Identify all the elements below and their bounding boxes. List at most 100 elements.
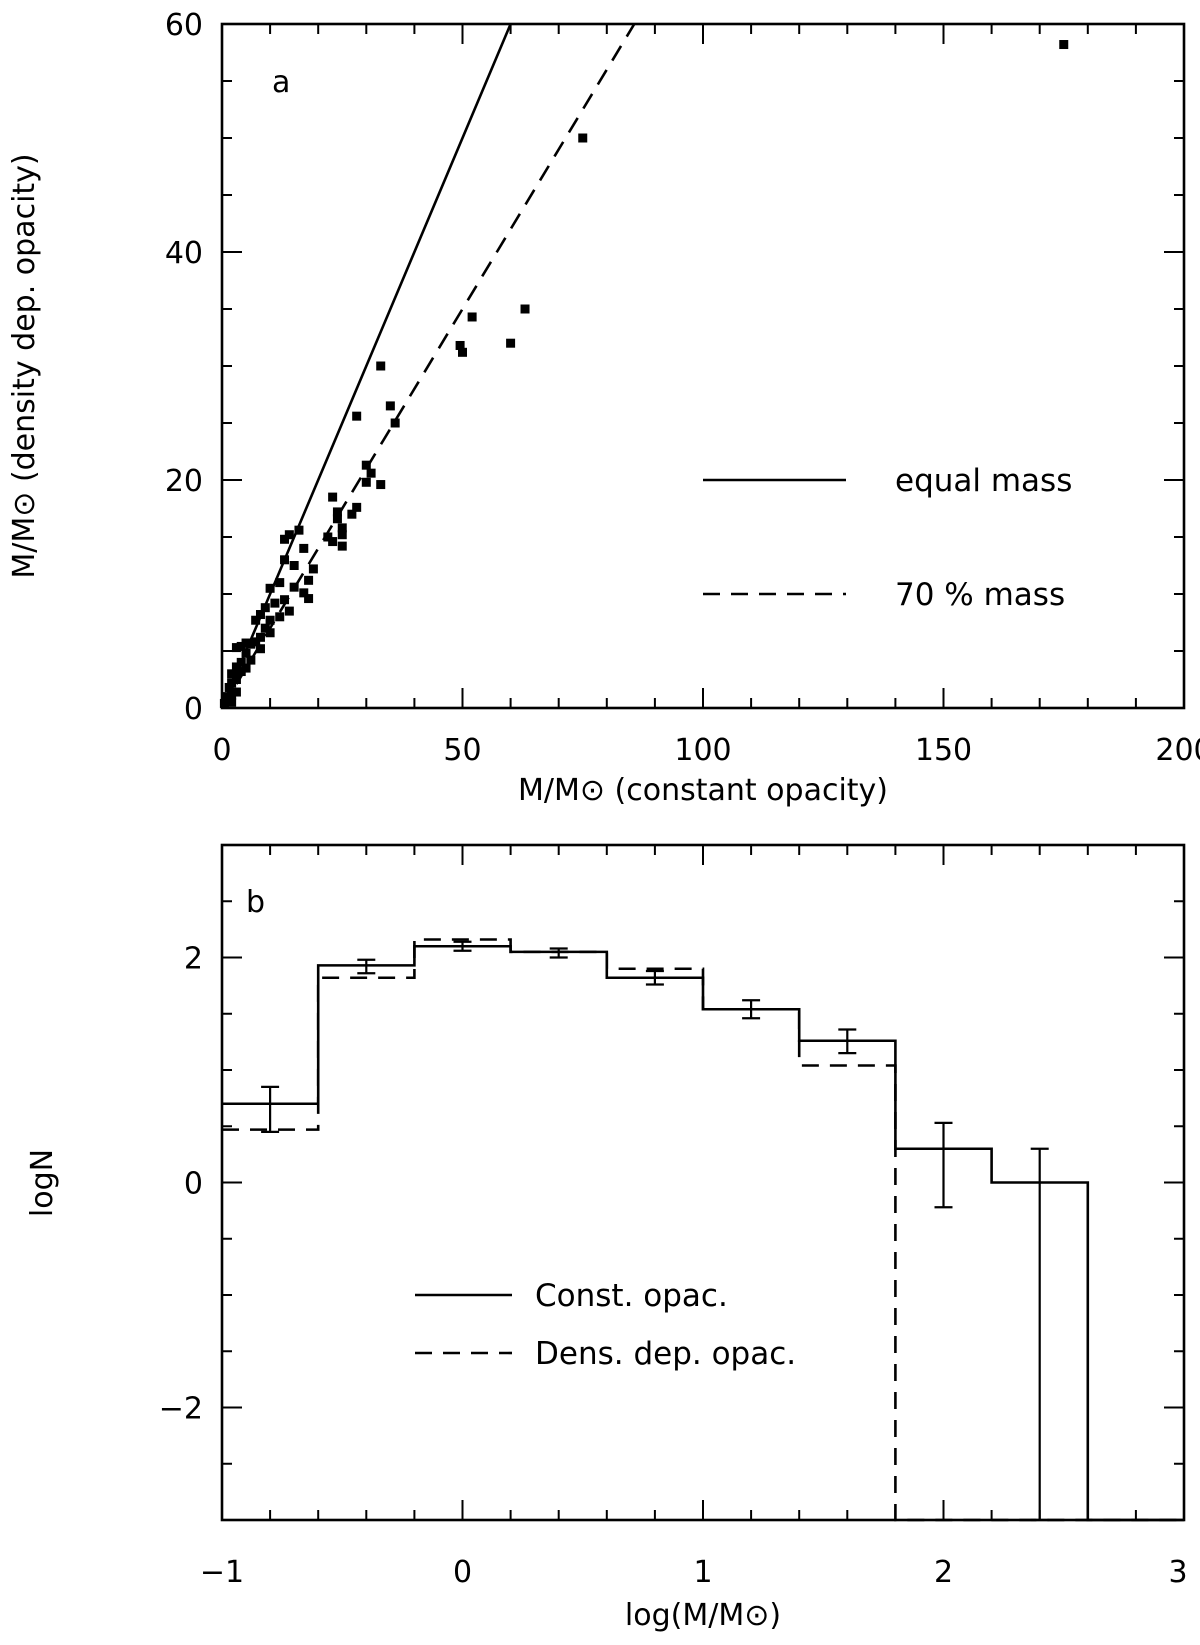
data-point	[251, 637, 261, 647]
data-point	[328, 537, 338, 547]
data-point	[390, 418, 400, 428]
data-point	[304, 594, 314, 604]
data-point	[337, 530, 347, 540]
data-point	[280, 595, 290, 605]
data-point	[236, 657, 246, 667]
y-tick-label: 0	[184, 1167, 203, 1202]
data-point	[219, 698, 229, 708]
data-point	[337, 541, 347, 551]
data-point	[275, 578, 285, 588]
data-point	[260, 603, 270, 613]
y-tick-label: 0	[184, 692, 203, 727]
data-point	[224, 682, 234, 692]
data-point	[241, 638, 251, 648]
legend-dens-dep-opac: Dens. dep. opac.	[535, 1336, 796, 1372]
data-point	[246, 639, 256, 649]
data-point	[270, 598, 280, 608]
x-tick-label: 150	[915, 733, 972, 768]
data-point	[236, 641, 246, 651]
x-tick-label: 100	[674, 733, 731, 768]
data-point	[246, 655, 256, 665]
data-point	[578, 133, 588, 143]
data-point	[236, 667, 246, 677]
data-point	[231, 662, 241, 672]
panel-a-y-axis-label: M/M⊙ (density dep. opacity)	[7, 153, 42, 578]
data-point	[361, 460, 371, 470]
data-point	[458, 347, 467, 357]
data-point	[299, 543, 309, 553]
data-point	[284, 530, 294, 540]
data-point	[227, 678, 237, 688]
data-point	[385, 401, 395, 411]
data-point	[241, 663, 251, 673]
data-point	[222, 692, 232, 702]
panel-a-tick-labels: 0 50 100 150 200 0 20 40 60	[165, 8, 1200, 768]
const-opac-histogram	[222, 944, 1184, 1522]
data-point	[280, 555, 290, 565]
x-tick-label: 2	[934, 1555, 953, 1590]
data-point	[337, 523, 347, 533]
panel-a: 0 50 100 150 200 0 20 40 60 a M/M⊙ (constant opa…	[7, 8, 1200, 808]
panel-a-legend: equal mass 70 % mass	[703, 463, 1072, 613]
data-point	[294, 525, 304, 535]
data-point	[289, 582, 299, 592]
data-point	[255, 632, 265, 642]
data-point	[332, 507, 342, 517]
panel-a-ticks	[221, 23, 1185, 709]
data-point	[265, 583, 275, 593]
y-tick-label: 60	[165, 8, 203, 43]
data-point	[352, 502, 362, 512]
data-point	[255, 610, 265, 620]
x-tick-label: 1	[693, 1555, 712, 1590]
data-point	[520, 304, 530, 314]
data-point	[231, 675, 241, 684]
y-tick-label: −2	[159, 1392, 203, 1427]
data-point	[255, 644, 265, 654]
seventy-percent-mass-line	[220, 23, 636, 709]
data-point	[265, 615, 275, 625]
data-point	[241, 648, 251, 658]
data-point	[376, 361, 386, 371]
data-point	[506, 338, 516, 348]
x-tick-label: −1	[200, 1555, 244, 1590]
dens-dep-opac-histogram	[222, 938, 1184, 1522]
legend-const-opac: Const. opac.	[535, 1278, 728, 1314]
data-point	[366, 468, 376, 478]
data-point	[1059, 40, 1069, 50]
data-point	[332, 514, 342, 524]
data-point	[308, 564, 318, 574]
x-tick-label: 200	[1155, 733, 1200, 768]
panel-b-error-bars	[261, 940, 1049, 1522]
data-point	[289, 561, 299, 570]
data-point	[227, 669, 237, 679]
x-tick-label: 0	[212, 733, 231, 768]
data-point	[347, 509, 357, 519]
data-point	[376, 480, 386, 490]
x-tick-label: 50	[443, 733, 481, 768]
data-point	[231, 687, 241, 697]
data-point	[323, 532, 333, 542]
legend-equal-mass: equal mass	[895, 463, 1072, 499]
data-point	[265, 628, 275, 638]
data-point	[251, 615, 261, 625]
data-point	[328, 492, 338, 502]
panel-b: −1 0 1 2 3 −2 0 2 b log(M/M⊙) logN Const. opac.…	[25, 843, 1188, 1633]
data-point	[284, 606, 294, 616]
data-point	[304, 575, 314, 585]
panel-b-x-axis-label: log(M/M⊙)	[625, 1598, 781, 1633]
y-tick-label: 40	[165, 236, 203, 271]
data-point	[227, 697, 237, 707]
panel-a-x-axis-label: M/M⊙ (constant opacity)	[518, 773, 888, 808]
data-point	[455, 340, 465, 350]
panel-b-tick-labels: −1 0 1 2 3 −2 0 2	[159, 942, 1188, 1591]
data-point	[299, 588, 309, 598]
panel-b-series	[222, 938, 1184, 1522]
data-point	[260, 623, 270, 633]
data-point	[467, 312, 477, 322]
panel-b-y-axis-label: logN	[25, 1149, 60, 1217]
data-point	[227, 690, 237, 700]
x-tick-label: 3	[1168, 1555, 1187, 1590]
panel-a-points	[219, 40, 1069, 708]
panel-b-legend: Const. opac. Dens. dep. opac.	[415, 1278, 796, 1372]
equal-mass-line	[220, 23, 512, 709]
